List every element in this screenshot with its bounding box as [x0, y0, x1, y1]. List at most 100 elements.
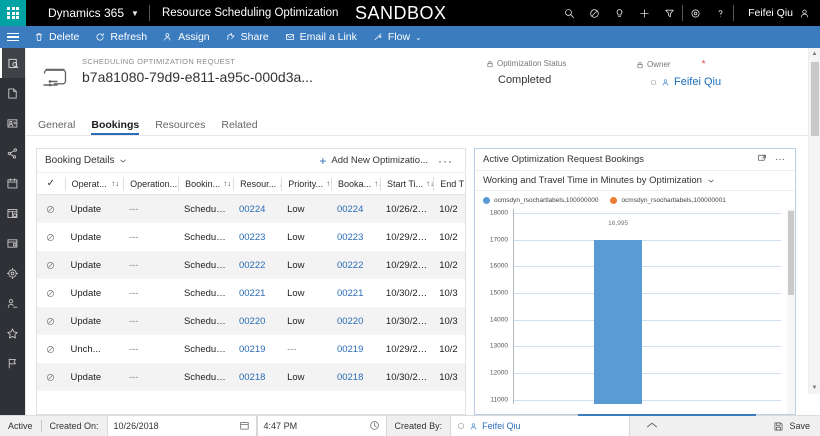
user-menu[interactable]: Feifei Qiu: [734, 7, 820, 19]
collapse-status-bar-button[interactable]: [630, 421, 674, 431]
cell-priority: Low: [287, 203, 305, 215]
page-vertical-scrollbar[interactable]: ▲ ▼: [808, 48, 820, 394]
column-header-priority[interactable]: Priority... ↑↓: [281, 176, 331, 191]
chart-vertical-scrollbar[interactable]: [787, 209, 795, 414]
column-header-bookable[interactable]: Booka... ↑↓: [331, 176, 380, 191]
lightbulb-icon[interactable]: [607, 0, 632, 26]
sidebar-item-resource[interactable]: [0, 288, 25, 318]
sidebar-item-recent[interactable]: [0, 48, 25, 78]
cell-resource[interactable]: 00224: [238, 203, 266, 215]
cell-resource[interactable]: 00218: [238, 371, 266, 383]
popout-icon[interactable]: [753, 153, 771, 166]
page-scrollbar-thumb[interactable]: [811, 62, 819, 136]
chart-more-commands-button[interactable]: ···: [775, 154, 785, 165]
table-row[interactable]: Unch... --- Scheduled 00219 --- 00219 10…: [37, 335, 465, 363]
cell-resource[interactable]: 00219: [238, 343, 266, 355]
gear-icon[interactable]: [683, 0, 708, 26]
sidebar-item-document[interactable]: [0, 78, 25, 108]
sidebar-item-contacts[interactable]: [0, 108, 25, 138]
save-button[interactable]: Save: [763, 421, 820, 432]
row-status-icon[interactable]: [37, 205, 65, 214]
share-button[interactable]: Share: [218, 26, 277, 48]
chart-selector[interactable]: Working and Travel Time in Minutes by Op…: [475, 171, 795, 191]
cell-bookable[interactable]: 00218: [336, 371, 364, 383]
column-header-operation[interactable]: Operat... ↑↓: [64, 176, 123, 191]
tab-related[interactable]: Related: [221, 119, 258, 131]
question-icon[interactable]: [708, 0, 733, 26]
row-status-icon[interactable]: [37, 261, 65, 270]
row-status-icon[interactable]: [37, 373, 65, 382]
brand-menu[interactable]: Dynamics 365 ▼: [26, 0, 149, 26]
sidebar-item-schedule-board[interactable]: [0, 228, 25, 258]
email-a-link-button[interactable]: Email a Link: [277, 26, 365, 48]
column-header-booking-status[interactable]: Bookin... ↑↓: [178, 176, 233, 191]
row-status-icon[interactable]: [37, 289, 65, 298]
sidebar-item-board[interactable]: [0, 198, 25, 228]
cell-bookable[interactable]: 00219: [336, 343, 364, 355]
cell-bookable[interactable]: 00220: [336, 315, 364, 327]
table-row[interactable]: Update --- Scheduled 00220 Low 00220 10/…: [37, 307, 465, 335]
clock-icon[interactable]: [369, 420, 380, 433]
tab-resources[interactable]: Resources: [155, 119, 206, 131]
app-launcher-button[interactable]: [0, 0, 26, 26]
column-header-operation-2[interactable]: Operation...: [123, 176, 178, 191]
calendar-icon[interactable]: [239, 420, 250, 433]
chart-scrollbar-thumb[interactable]: [788, 211, 794, 295]
table-row[interactable]: Update --- Scheduled 00224 Low 00224 10/…: [37, 195, 465, 223]
select-all-checkbox[interactable]: ✓: [46, 178, 55, 189]
refresh-button[interactable]: Refresh: [87, 26, 155, 48]
no-entry-icon[interactable]: [582, 0, 607, 26]
created-on-date-field[interactable]: 10/26/2018: [106, 415, 257, 436]
cell-resource[interactable]: 00223: [238, 231, 266, 243]
cell-resource[interactable]: 00220: [238, 315, 266, 327]
cell-bookable[interactable]: 00221: [336, 287, 364, 299]
plus-icon[interactable]: [632, 0, 657, 26]
bar-series-1[interactable]: [594, 239, 643, 404]
created-on-time-field[interactable]: 4:47 PM: [256, 415, 387, 436]
assign-button[interactable]: Assign: [155, 26, 218, 48]
table-row[interactable]: Update --- Scheduled 00218 Low 00218 10/…: [37, 363, 465, 391]
owner-value[interactable]: Feifei Qiu: [636, 76, 786, 88]
cell-bookable[interactable]: 00224: [336, 203, 364, 215]
tab-general[interactable]: General: [38, 119, 76, 131]
column-header-end-time[interactable]: End T: [433, 176, 465, 191]
created-by-field[interactable]: Feifei Qiu: [450, 415, 631, 436]
site-map-toggle-button[interactable]: [0, 26, 26, 48]
chart-plot: 18000 17000 16000 15000 14000 13000 1200…: [477, 209, 789, 414]
column-header-resource[interactable]: Resour... ↓: [233, 176, 281, 191]
cell-booking-status: Scheduled: [183, 259, 229, 271]
sidebar-item-calendar[interactable]: [0, 168, 25, 198]
chart-view-title: Active Optimization Request Bookings: [483, 154, 645, 165]
grid-title-menu[interactable]: Booking Details: [45, 155, 127, 166]
sidebar-item-relationships[interactable]: [0, 138, 25, 168]
sidebar-item-favorites[interactable]: [0, 318, 25, 348]
scroll-down-arrow[interactable]: ▼: [811, 385, 818, 391]
scroll-up-arrow[interactable]: ▲: [811, 51, 818, 57]
legend-item[interactable]: ocmsdyn_rsochartlabels,100000001: [610, 196, 726, 204]
cell-resource[interactable]: 00221: [238, 287, 266, 299]
delete-button[interactable]: Delete: [26, 26, 87, 48]
sidebar-item-flag[interactable]: [0, 348, 25, 378]
cell-resource[interactable]: 00222: [238, 259, 266, 271]
cell-bookable[interactable]: 00223: [336, 231, 364, 243]
created-by-value[interactable]: Feifei Qiu: [457, 421, 521, 431]
tab-bookings[interactable]: Bookings: [91, 119, 139, 135]
column-header-start-time[interactable]: Start Ti... ↑↓: [380, 176, 433, 191]
table-row[interactable]: Update --- Scheduled 00221 Low 00221 10/…: [37, 279, 465, 307]
y-tick-label: 14000: [489, 316, 508, 324]
table-row[interactable]: Update --- Scheduled 00222 Low 00222 10/…: [37, 251, 465, 279]
chevron-down-icon: ⌄: [415, 32, 422, 42]
search-icon[interactable]: [557, 0, 582, 26]
cell-operation: Update: [70, 203, 102, 215]
row-status-icon[interactable]: [37, 345, 65, 354]
cell-bookable[interactable]: 00222: [336, 259, 364, 271]
table-row[interactable]: Update --- Scheduled 00223 Low 00223 10/…: [37, 223, 465, 251]
flow-button[interactable]: Flow ⌄: [365, 26, 430, 48]
legend-item[interactable]: ocmsdyn_rsochartlabels,100000000: [483, 196, 598, 204]
sidebar-item-settings[interactable]: [0, 258, 25, 288]
grid-more-commands-button[interactable]: ···: [438, 153, 453, 168]
filter-icon[interactable]: [657, 0, 682, 26]
add-new-optimization-button[interactable]: + Add New Optimizatio...: [319, 155, 428, 167]
row-status-icon[interactable]: [37, 233, 65, 242]
row-status-icon[interactable]: [37, 317, 65, 326]
